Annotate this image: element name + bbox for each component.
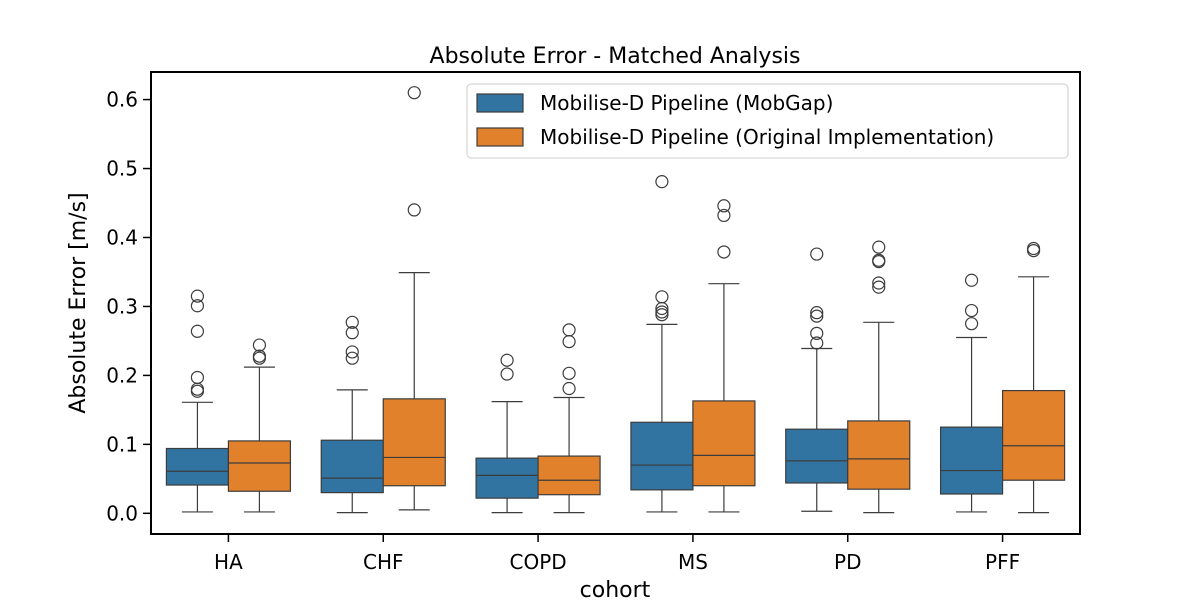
box-group <box>320 315 384 514</box>
box-group <box>227 338 292 513</box>
outlier-point <box>500 353 514 367</box>
outlier-point <box>190 299 205 313</box>
outlier-point <box>562 366 576 380</box>
box <box>475 457 539 499</box>
outlier-point <box>190 289 205 303</box>
x-tick-label: MS <box>678 550 708 574</box>
y-tick-label: 0.3 <box>106 294 138 318</box>
outlier-point <box>872 276 886 290</box>
outlier-point <box>252 338 267 352</box>
outlier-point <box>810 336 824 350</box>
outlier-point <box>252 349 267 363</box>
box-group <box>165 289 230 513</box>
box-group <box>1001 241 1066 514</box>
plot-area <box>165 86 1066 514</box>
box <box>785 428 849 484</box>
x-tick-label: CHF <box>363 550 404 574</box>
outlier-point <box>562 381 576 396</box>
outlier-point <box>872 280 886 294</box>
x-tick-label: PFF <box>985 550 1020 574</box>
outlier-point <box>810 309 824 323</box>
x-tick-label: HA <box>214 550 243 574</box>
plot-frame <box>150 71 1081 535</box>
y-tick-label: 0.6 <box>106 88 138 112</box>
box <box>939 426 1004 495</box>
box-group <box>939 273 1004 513</box>
y-tick-label: 0.1 <box>106 432 138 456</box>
box-group <box>630 175 694 513</box>
box-group <box>847 240 911 514</box>
outlier-point <box>190 324 205 338</box>
chart-title: Absolute Error - Matched Analysis <box>430 44 801 69</box>
legend-frame <box>466 83 1069 159</box>
outlier-point <box>655 308 669 322</box>
box <box>165 447 230 486</box>
outlier-point <box>717 199 731 213</box>
x-tick-label: COPD <box>509 550 566 574</box>
outlier-point <box>964 273 979 287</box>
outlier-point <box>1026 241 1041 256</box>
y-axis: 0.0 0.1 0.2 0.3 0.4 0.5 0.6 <box>106 88 151 525</box>
outlier-point <box>717 208 731 223</box>
x-axis: HA CHF COPD MS PD PFF <box>214 534 1020 574</box>
box-group <box>382 86 446 511</box>
legend-swatch-original <box>476 127 524 147</box>
outlier-point <box>345 326 359 340</box>
outlier-point <box>810 326 824 340</box>
outlier-point <box>872 253 886 267</box>
box <box>1001 389 1066 481</box>
outlier-point <box>562 335 576 349</box>
outlier-point <box>717 245 731 259</box>
box <box>382 398 446 487</box>
box-group <box>785 247 849 512</box>
outlier-point <box>964 303 979 318</box>
legend-label-mobgap: Mobilise-D Pipeline (MobGap) <box>540 91 833 115</box>
y-tick-label: 0.5 <box>106 157 138 181</box>
outlier-point <box>345 315 359 329</box>
y-tick-label: 0.4 <box>106 225 138 249</box>
outlier-point <box>500 367 514 381</box>
y-axis-label: Absolute Error [m/s] <box>66 192 91 413</box>
box <box>537 455 601 496</box>
box <box>227 440 292 492</box>
outlier-point <box>407 203 421 217</box>
box <box>847 420 911 490</box>
box-group <box>692 199 756 513</box>
outlier-point <box>562 323 576 337</box>
box-group <box>537 323 601 514</box>
outlier-point <box>345 351 359 365</box>
legend-label-original: Mobilise-D Pipeline (Original Implementa… <box>540 125 994 149</box>
y-tick-label: 0.2 <box>106 363 138 387</box>
y-tick-label: 0.0 <box>106 501 138 525</box>
outlier-point <box>964 317 979 331</box>
box <box>320 439 384 494</box>
box <box>692 400 756 487</box>
outlier-point <box>655 290 669 304</box>
outlier-point <box>655 175 669 189</box>
outlier-point <box>407 86 421 100</box>
legend: Mobilise-D Pipeline (MobGap) Mobilise-D … <box>466 83 1069 159</box>
outlier-point <box>190 370 205 385</box>
outlier-point <box>810 247 824 261</box>
x-axis-label: cohort <box>580 578 651 600</box>
box-group <box>475 353 539 514</box>
outlier-point <box>345 345 359 359</box>
outlier-point <box>872 240 886 254</box>
box <box>630 421 694 491</box>
outlier-point <box>655 305 669 319</box>
legend-swatch-mobgap <box>476 93 524 113</box>
x-tick-label: PD <box>834 550 861 574</box>
outlier-point <box>810 306 824 320</box>
